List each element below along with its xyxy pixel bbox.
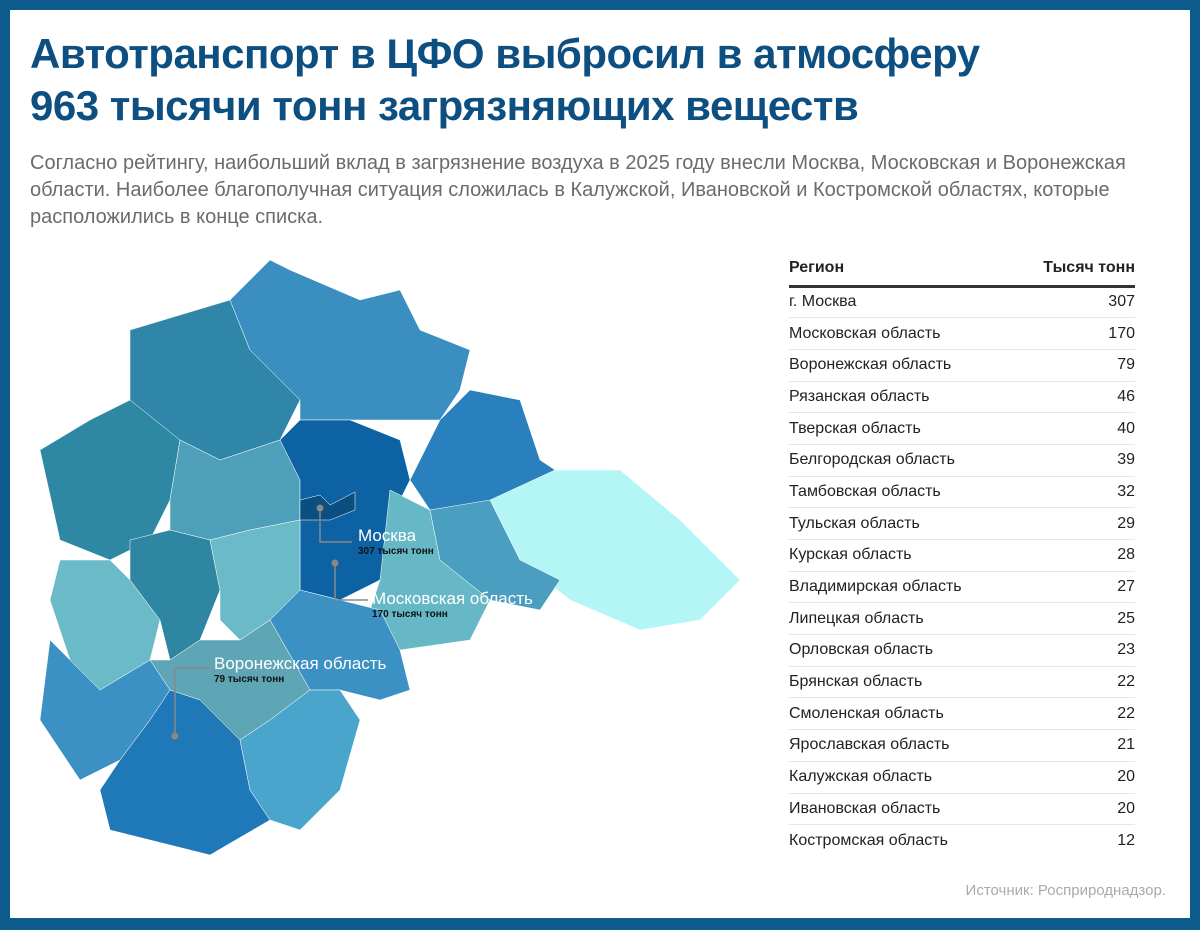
region-name: Орловская область — [789, 634, 1015, 667]
region-value: 307 — [1014, 286, 1135, 319]
region-name: Калужская область — [789, 761, 1015, 794]
region-value: 79 — [1014, 349, 1135, 382]
region-value: 25 — [1014, 602, 1135, 636]
title-line-2: 963 тысячи тонн загрязняющих веществ — [30, 82, 859, 129]
region-name: Белгородская область — [789, 444, 1015, 477]
region-name: Костромская область — [789, 831, 948, 849]
marker-moscow-oblast — [331, 559, 339, 567]
title-line-1: Автотранспорт в ЦФО выбросил в атмосферу — [30, 30, 980, 77]
region-name: Тверская область — [789, 412, 1015, 445]
marker-moscow — [316, 504, 324, 512]
subtitle: Согласно рейтингу, наибольший вклад в за… — [30, 152, 1126, 228]
map-region — [239, 689, 361, 831]
map-label-value: 79 тысяч тонн — [214, 674, 285, 685]
table-row: Брянская область 22 — [789, 666, 1135, 699]
table-row: Тверская область 40 — [789, 412, 1135, 445]
table-row: Смоленская область 22 — [789, 697, 1135, 731]
map-label-name: Воронежская область — [214, 654, 387, 673]
table-row: Ярославская область 21 — [789, 729, 1135, 762]
table-row: Ивановская область 20 — [789, 793, 1135, 826]
source-note: Источник: Росприроднадзор. — [965, 882, 1166, 899]
region-value: 27 — [1014, 571, 1135, 604]
region-value: 22 — [1014, 666, 1135, 699]
region-name: г. Москва — [789, 286, 1015, 319]
table-row: Калужская область 20 — [789, 761, 1135, 794]
region-name: Владимирская область — [789, 571, 1015, 604]
region-name: Брянская область — [789, 666, 1015, 699]
region-name: Тульская область — [789, 507, 1015, 540]
region-value: 22 — [1014, 697, 1135, 731]
region-value: 46 — [1014, 381, 1135, 414]
region-value: 28 — [1014, 539, 1135, 572]
region-name: Рязанская область — [789, 381, 1015, 414]
map-label-value: 170 тысяч тонн — [372, 609, 448, 620]
region-value: 12 — [1117, 831, 1135, 849]
region-name: Курская область — [789, 539, 1015, 572]
region-name: Тамбовская область — [789, 476, 1015, 509]
map-region — [99, 689, 271, 856]
infographic-frame: Автотранспорт в ЦФО выбросил в атмосферу… — [10, 10, 1190, 918]
table-row: Московская область 170 — [789, 317, 1135, 350]
map-region — [429, 499, 561, 611]
region-name: Ярославская область — [789, 729, 1015, 762]
table-row: Орловская область 23 — [789, 634, 1135, 667]
column-header-value: Тысяч тонн — [1014, 252, 1135, 288]
leader-line-moscow-oblast — [334, 563, 368, 601]
region-value: 32 — [1014, 476, 1135, 509]
map-region — [229, 259, 471, 421]
region-value: 21 — [1014, 729, 1135, 762]
map-label-value: 307 тысяч тонн — [358, 546, 434, 557]
leader-line-voronezh — [174, 667, 210, 736]
region-name: Ивановская область — [789, 793, 1015, 826]
region-name: Смоленская область — [789, 697, 1015, 731]
region-name: Липецкая область — [789, 602, 1015, 636]
table-row: Тамбовская область 32 — [789, 476, 1135, 509]
marker-voronezh — [171, 732, 179, 740]
column-header-region: Регион — [789, 252, 1015, 288]
table-row: Рязанская область 46 — [789, 381, 1135, 414]
region-name: Московская область — [789, 317, 1015, 350]
region-value: 23 — [1014, 634, 1135, 667]
table-row: Костромская область 12 — [789, 825, 1135, 857]
table-row: Липецкая область 25 — [789, 602, 1135, 636]
leader-line-moscow — [319, 508, 352, 543]
region-value: 170 — [1014, 317, 1135, 350]
table-row: Воронежская область 79 — [789, 349, 1135, 382]
region-value: 40 — [1014, 412, 1135, 445]
region-value: 29 — [1014, 507, 1135, 540]
region-value: 39 — [1014, 444, 1135, 477]
page-title: Автотранспорт в ЦФО выбросил в атмосферу… — [30, 28, 980, 132]
table-row: Тульская область 29 — [789, 507, 1135, 540]
emissions-table: Регион Тысяч тонн г. Москва 307 Московская… — [789, 252, 1135, 856]
table-row: г. Москва 307 — [789, 286, 1135, 319]
region-name: Воронежская область — [789, 349, 1015, 382]
map-label-name: Москва — [358, 526, 417, 545]
table-row: Владимирская область 27 — [789, 571, 1135, 604]
map-region — [299, 491, 356, 521]
region-value: 20 — [1014, 761, 1135, 794]
table-row: Белгородская область 39 — [789, 444, 1135, 477]
map-label-name: Московская область — [372, 589, 533, 608]
table-row: Курская область 28 — [789, 539, 1135, 572]
region-value: 20 — [1014, 793, 1135, 826]
